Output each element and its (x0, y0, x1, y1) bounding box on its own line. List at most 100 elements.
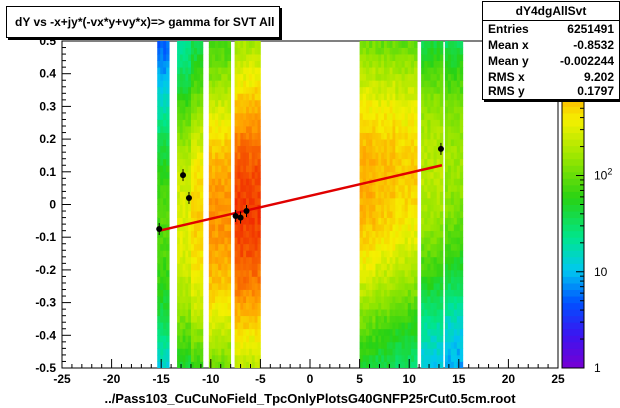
heatmap-cell (227, 256, 232, 264)
heatmap-cell (257, 354, 261, 362)
heatmap-cell (439, 335, 444, 343)
heatmap-cell (179, 158, 184, 166)
heatmap-cell (166, 237, 170, 245)
heatmap-cell (392, 67, 396, 75)
heatmap-cell (157, 354, 161, 362)
heatmap-cell (163, 250, 167, 258)
heatmap-cell (243, 269, 247, 277)
heatmap-cell (386, 348, 391, 356)
heatmap-cell (372, 217, 376, 225)
heatmap-cell (439, 119, 444, 127)
heatmap-cell (218, 158, 222, 166)
heatmap-cell (410, 315, 415, 323)
heatmap-cell (372, 335, 376, 343)
heatmap-cell (381, 86, 385, 94)
heatmap-cell (383, 67, 388, 75)
heatmap-cell (185, 211, 189, 218)
profile-point (180, 172, 187, 179)
heatmap-cell (447, 237, 452, 245)
heatmap-cell (193, 335, 198, 343)
heatmap-cell (254, 328, 258, 336)
heatmap-cell (386, 80, 391, 88)
heatmap-cell (157, 296, 161, 303)
heatmap-cell (427, 106, 431, 114)
heatmap-cell (240, 217, 244, 225)
heatmap-cell (447, 132, 452, 140)
heatmap-cell (407, 263, 412, 271)
heatmap-cell (196, 204, 201, 212)
heatmap-cell (398, 243, 402, 251)
heatmap-cell (177, 99, 181, 107)
heatmap-cell (218, 263, 222, 271)
heatmap-cell (179, 237, 184, 245)
heatmap-cell (208, 263, 213, 271)
heatmap-cell (383, 184, 388, 192)
heatmap-cell (221, 211, 225, 218)
heatmap-cell (254, 269, 258, 277)
heatmap-cell (211, 335, 216, 343)
heatmap-cell (160, 296, 164, 303)
heatmap-cell (246, 197, 250, 205)
heatmap-cell (237, 178, 241, 186)
heatmap-cell (386, 132, 391, 140)
heatmap-cell (196, 243, 201, 251)
heatmap-cell (215, 41, 219, 48)
heatmap-cell (257, 197, 261, 205)
heatmap-cell (386, 276, 391, 284)
heatmap-cell (456, 204, 461, 212)
heatmap-cell (450, 335, 455, 343)
heatmap-cell (188, 328, 192, 336)
heatmap-cell (439, 152, 444, 160)
heatmap-cell (389, 54, 393, 62)
heatmap-cell (444, 302, 449, 310)
heatmap-cell (365, 328, 370, 336)
heatmap-cell (211, 99, 216, 107)
heatmap-cell (208, 224, 213, 232)
heatmap-cell (369, 289, 373, 297)
heatmap-cell (404, 237, 409, 245)
heatmap-cell (224, 354, 228, 362)
heatmap-cell (163, 361, 167, 368)
heatmap-cell (459, 243, 464, 251)
heatmap-cell (383, 139, 388, 147)
heatmap-cell (251, 243, 256, 251)
heatmap-cell (444, 341, 449, 349)
heatmap-cell (196, 191, 201, 199)
heatmap-cell (190, 322, 195, 330)
heatmap-cell (221, 289, 225, 297)
heatmap-cell (218, 315, 222, 323)
heatmap-cell (410, 119, 415, 127)
heatmap-cell (450, 112, 455, 120)
heatmap-cell (407, 335, 412, 343)
heatmap-cell (218, 217, 222, 225)
heatmap-cell (248, 263, 253, 271)
heatmap-cell (359, 99, 364, 107)
heatmap-cell (160, 184, 164, 192)
heatmap-cell (410, 132, 415, 140)
heatmap-cell (430, 197, 434, 205)
heatmap-cell (436, 211, 441, 218)
heatmap-cell (365, 322, 370, 330)
heatmap-cell (359, 328, 364, 336)
heatmap-cell (221, 112, 225, 120)
heatmap-cell (453, 217, 458, 225)
heatmap-cell (221, 250, 225, 258)
heatmap-cell (248, 132, 253, 140)
heatmap-cell (182, 230, 186, 238)
heatmap-cell (404, 119, 409, 127)
heatmap-cell (421, 224, 425, 232)
heatmap-cell (436, 165, 441, 173)
heatmap-cell (372, 171, 376, 179)
heatmap-cell (447, 335, 452, 343)
heatmap-cell (240, 86, 244, 94)
heatmap-cell (410, 106, 415, 114)
heatmap-cell (208, 112, 213, 120)
heatmap-cell (433, 256, 438, 264)
heatmap-cell (427, 322, 431, 330)
heatmap-cell (401, 361, 406, 368)
heatmap-cell (185, 282, 189, 290)
heatmap-cell (436, 93, 441, 101)
heatmap-cell (234, 302, 238, 310)
heatmap-cell (392, 80, 396, 88)
profile-point (185, 194, 192, 201)
